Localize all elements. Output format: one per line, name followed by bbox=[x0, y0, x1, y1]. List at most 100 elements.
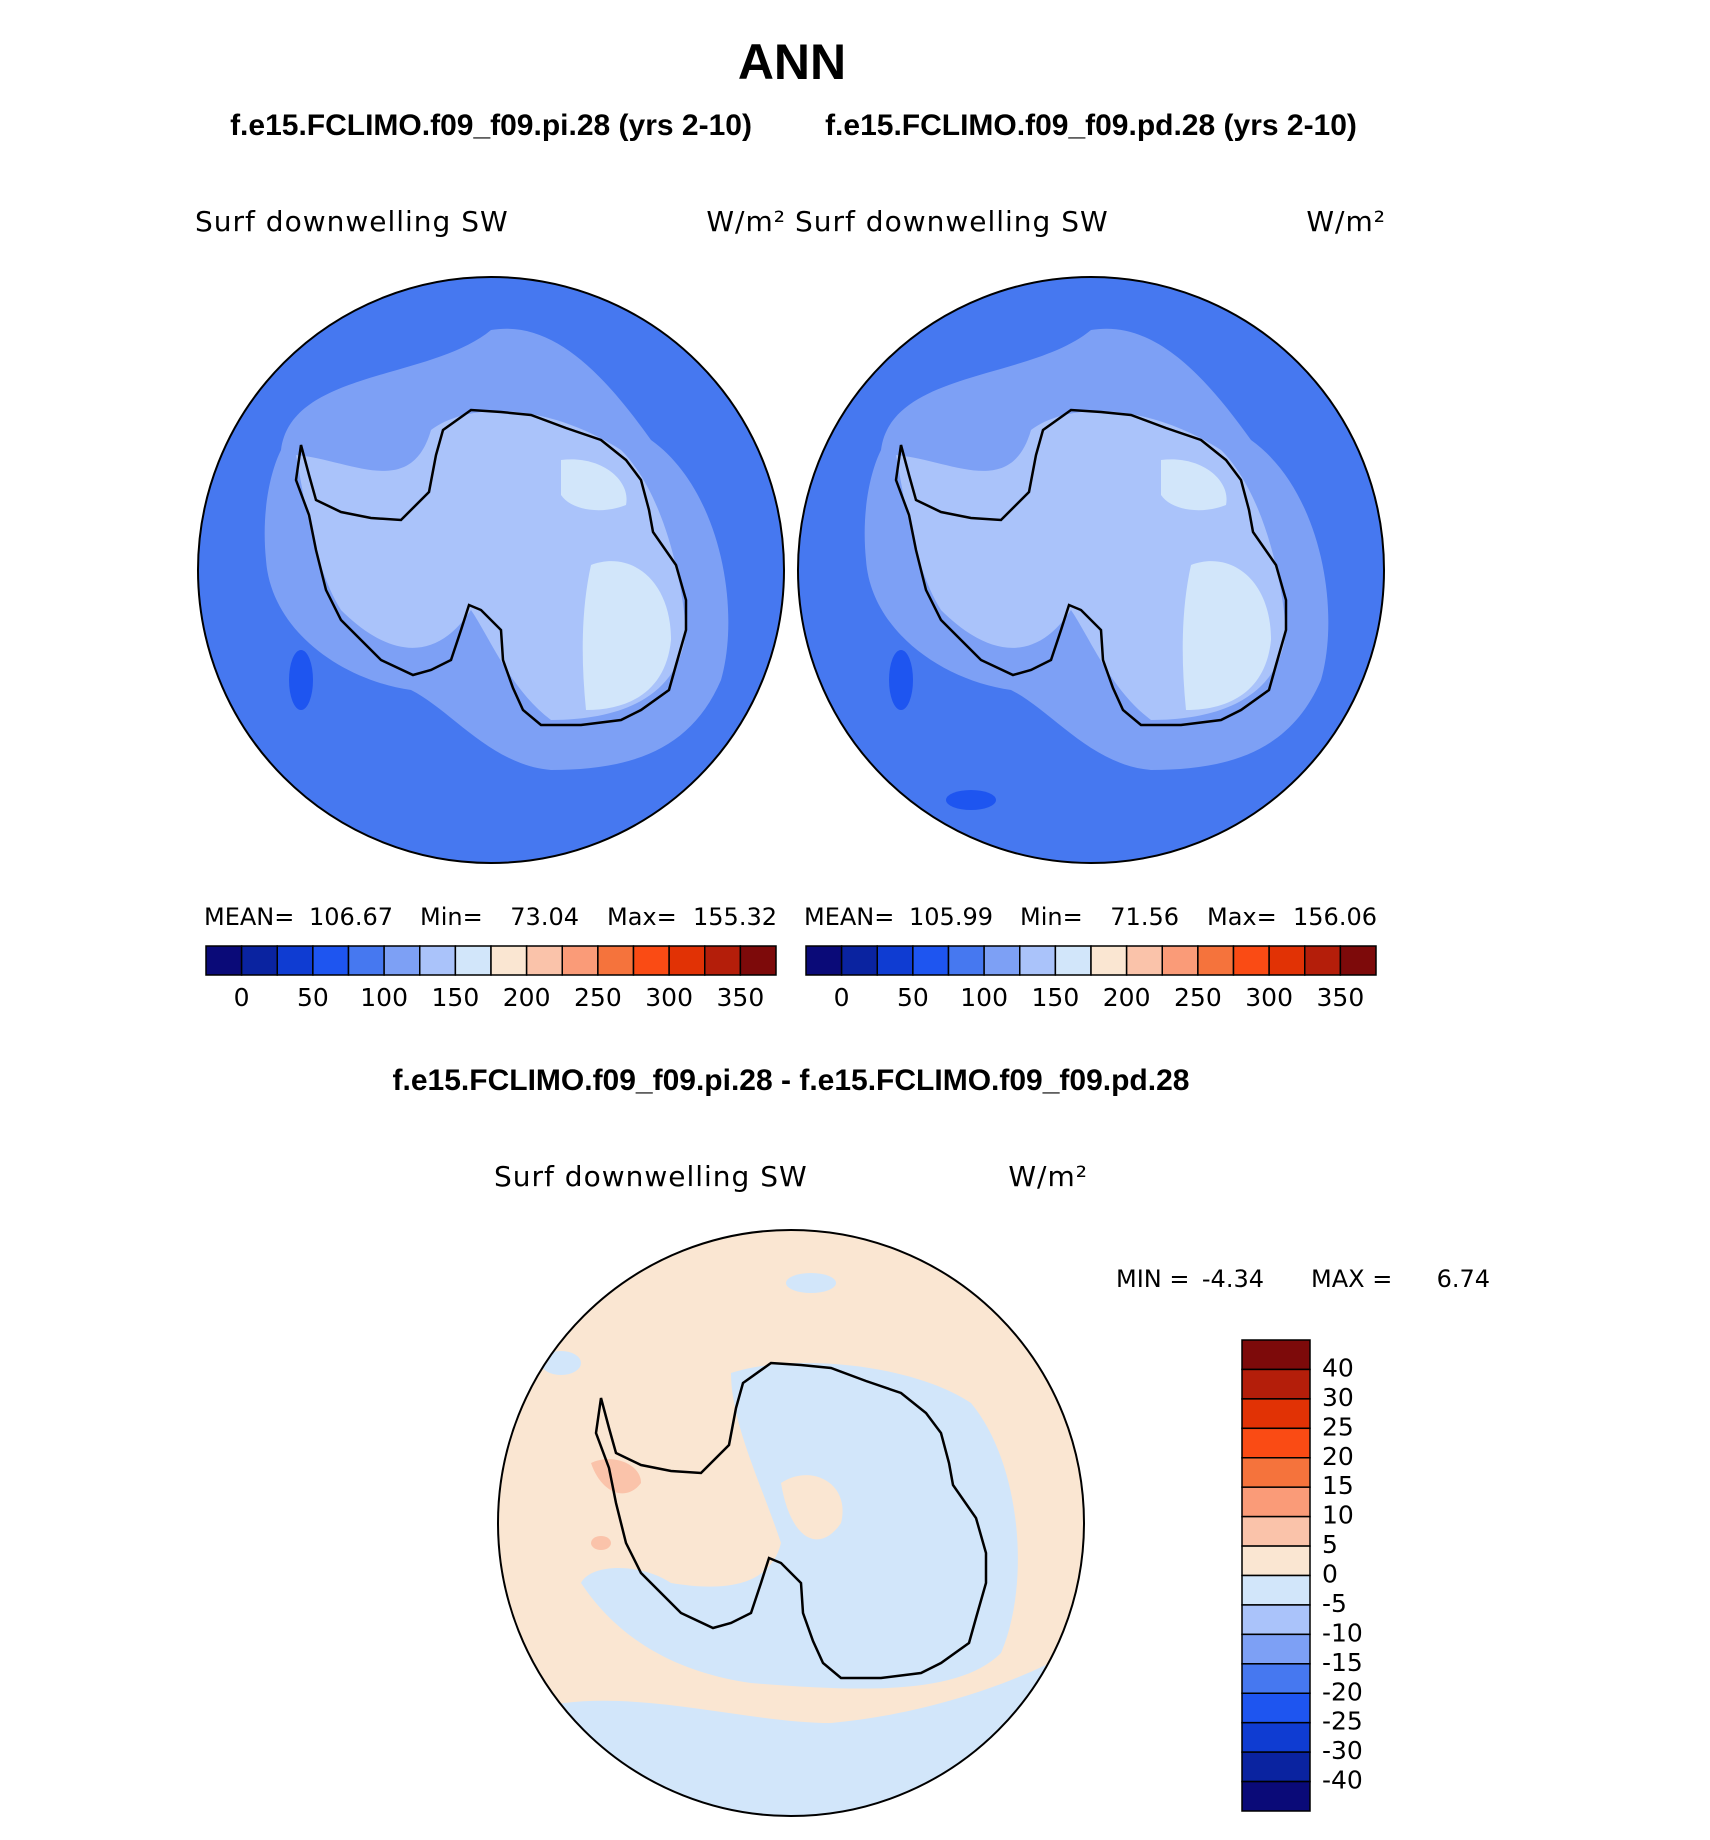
stat-label: MAX = bbox=[1311, 1265, 1392, 1293]
colorbar-tick-label: 100 bbox=[360, 983, 408, 1012]
colorbar-tick-label: 0 bbox=[234, 983, 250, 1012]
colorbar-box bbox=[561, 945, 599, 976]
colorbar-box bbox=[876, 945, 914, 976]
colorbar-box bbox=[1241, 1398, 1311, 1430]
colorbar-box bbox=[490, 945, 528, 976]
colorbar-tick-label: 300 bbox=[645, 983, 693, 1012]
colorbar-box bbox=[383, 945, 421, 976]
colorbar-tick-label: 200 bbox=[1103, 983, 1151, 1012]
colorbar-box bbox=[983, 945, 1021, 976]
colorbar-tick-label: 50 bbox=[897, 983, 929, 1012]
colorbar-box bbox=[1019, 945, 1057, 976]
colorbar-tick-label: 25 bbox=[1322, 1412, 1354, 1441]
colorbar-box bbox=[454, 945, 492, 976]
colorbar-box bbox=[1161, 945, 1199, 976]
colorbar-tick-label: 50 bbox=[297, 983, 329, 1012]
colorbar-box bbox=[1304, 945, 1342, 976]
colorbar-box bbox=[1241, 1604, 1311, 1636]
colorbar-box bbox=[1241, 1780, 1311, 1812]
colorbar-tick-label: 100 bbox=[960, 983, 1008, 1012]
units-label: W/m² bbox=[706, 205, 786, 238]
colorbar-box bbox=[840, 945, 878, 976]
stat-value: 156.06 bbox=[1293, 903, 1377, 931]
colorbar-box bbox=[419, 945, 457, 976]
units-label: W/m² bbox=[1306, 205, 1386, 238]
colorbar-box bbox=[739, 945, 777, 976]
colorbar-tick-label: 150 bbox=[432, 983, 480, 1012]
units-label: W/m² bbox=[1008, 1160, 1088, 1193]
colorbar-box bbox=[240, 945, 278, 976]
colorbar-tick-label: 40 bbox=[1322, 1353, 1354, 1382]
colorbar-box bbox=[347, 945, 385, 976]
case-title: f.e15.FCLIMO.f09_f09.pd.28 (yrs 2-10) bbox=[825, 109, 1357, 142]
stat-value: 105.99 bbox=[909, 903, 993, 931]
colorbar-tick-label: -25 bbox=[1322, 1707, 1363, 1736]
colorbar-tick-label: 350 bbox=[1317, 983, 1365, 1012]
colorbar-box bbox=[1241, 1457, 1311, 1488]
stat-label: MEAN= bbox=[804, 903, 894, 931]
colorbar-box bbox=[1241, 1545, 1311, 1577]
variable-label: Surf downwelling SW bbox=[795, 205, 1109, 238]
colorbar-box bbox=[1090, 945, 1128, 976]
colorbar-box bbox=[1197, 945, 1235, 976]
colorbar-tick-label: 250 bbox=[1174, 983, 1222, 1012]
colorbar-tick-label: -5 bbox=[1322, 1589, 1347, 1618]
colorbar-box bbox=[312, 945, 350, 976]
colorbar-box bbox=[1054, 945, 1092, 976]
colorbar-box bbox=[1241, 1368, 1311, 1400]
colorbar-tick-label: 0 bbox=[834, 983, 850, 1012]
colorbar-tick-label: 5 bbox=[1322, 1530, 1338, 1559]
colorbar-box bbox=[632, 945, 670, 976]
colorbar-box bbox=[1241, 1486, 1311, 1518]
colorbar-tick-label: 20 bbox=[1322, 1442, 1354, 1471]
colorbar-box bbox=[1241, 1339, 1311, 1371]
generated: MEAN= 106.67 Min= 73.04 Max= 155.320 50 100 150 2… bbox=[204, 903, 1490, 1812]
stat-label: MIN = bbox=[1116, 1265, 1189, 1293]
case-title: f.e15.FCLIMO.f09_f09.pi.28 (yrs 2-10) bbox=[230, 109, 752, 142]
colorbar-box bbox=[668, 945, 706, 976]
colorbar-box bbox=[1241, 1663, 1311, 1694]
colorbar-box bbox=[1268, 945, 1306, 976]
colorbar-tick-label: -10 bbox=[1322, 1618, 1363, 1647]
colorbar-box bbox=[1241, 1692, 1311, 1724]
colorbar-box bbox=[1241, 1633, 1311, 1665]
colorbar-tick-label: 250 bbox=[574, 983, 622, 1012]
stat-value: -4.34 bbox=[1202, 1265, 1264, 1293]
figure-title: ANN bbox=[738, 34, 846, 90]
colorbar-tick-label: 350 bbox=[717, 983, 765, 1012]
colorbar-box bbox=[912, 945, 950, 976]
colorbar-box bbox=[1241, 1721, 1311, 1753]
colorbar-tick-label: 300 bbox=[1245, 983, 1293, 1012]
stat-label: Min= bbox=[1020, 903, 1083, 931]
colorbar-tick-label: 15 bbox=[1322, 1471, 1354, 1500]
stat-value: 155.32 bbox=[693, 903, 777, 931]
map bbox=[797, 276, 1385, 864]
colorbar-box bbox=[805, 945, 843, 976]
variable-label: Surf downwelling SW bbox=[494, 1160, 808, 1193]
stat-label: Min= bbox=[420, 903, 483, 931]
colorbar-tick-label: -40 bbox=[1322, 1766, 1363, 1795]
colorbar-tick-label: 30 bbox=[1322, 1383, 1354, 1412]
colorbar-box bbox=[1125, 945, 1163, 976]
colorbar-box bbox=[704, 945, 742, 976]
colorbar-box bbox=[1241, 1515, 1311, 1547]
colorbar-box bbox=[525, 945, 563, 976]
colorbar-box bbox=[1241, 1751, 1311, 1783]
colorbar-tick-label: 10 bbox=[1322, 1501, 1354, 1530]
colorbar-box bbox=[1241, 1574, 1311, 1606]
stat-value: 106.67 bbox=[309, 903, 393, 931]
variable-label: Surf downwelling SW bbox=[195, 205, 509, 238]
stat-label: Max= bbox=[607, 903, 677, 931]
colorbar-tick-label: 200 bbox=[503, 983, 551, 1012]
stat-value: 73.04 bbox=[510, 903, 579, 931]
colorbar-tick-label: 150 bbox=[1032, 983, 1080, 1012]
colorbar-tick-label: 0 bbox=[1322, 1560, 1338, 1589]
stat-value: 71.56 bbox=[1110, 903, 1179, 931]
map bbox=[497, 1229, 1085, 1817]
colorbar-box bbox=[205, 945, 243, 976]
colorbar-tick-label: -15 bbox=[1322, 1648, 1363, 1677]
colorbar-tick-label: -20 bbox=[1322, 1677, 1363, 1706]
colorbar-box bbox=[1241, 1427, 1311, 1459]
stat-value: 6.74 bbox=[1437, 1265, 1490, 1293]
